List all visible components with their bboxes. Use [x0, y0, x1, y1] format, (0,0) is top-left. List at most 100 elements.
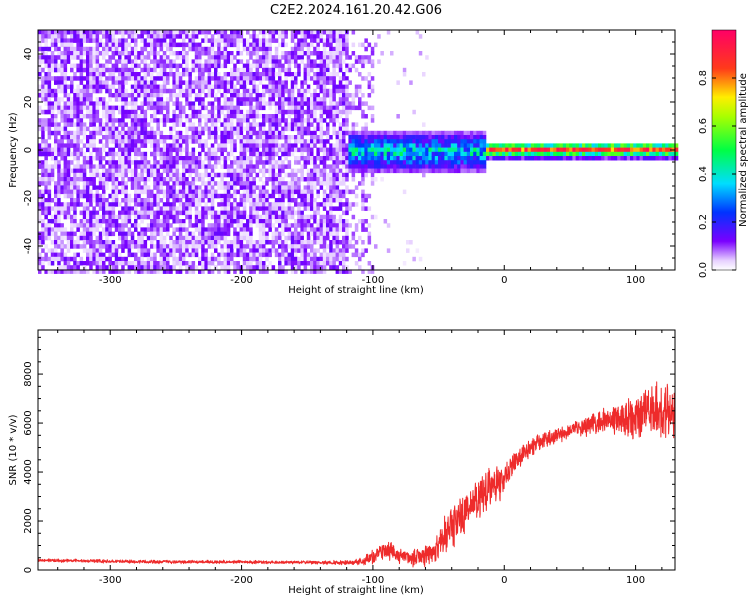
- spectrogram-cell: [143, 118, 148, 123]
- spectrogram-cell: [140, 84, 144, 90]
- spectrogram-cell: [239, 126, 244, 132]
- spectrogram-cell: [89, 256, 93, 262]
- spectrogram-cell: [162, 219, 167, 224]
- spectrogram-cell: [175, 55, 180, 60]
- spectrogram-cell: [156, 227, 160, 232]
- spectrogram-cell: [220, 51, 224, 56]
- spectrogram-cell: [332, 30, 336, 35]
- spectrogram-cell: [86, 252, 90, 258]
- spectrogram-cell: [70, 219, 74, 224]
- spectrogram-cell: [102, 147, 106, 153]
- spectrogram-cell: [226, 240, 231, 245]
- spectrogram-cell: [79, 231, 84, 237]
- spectrogram-cell: [134, 109, 138, 115]
- spectrogram-cell: [223, 160, 228, 165]
- spectrogram-cell: [70, 235, 74, 241]
- spectrogram-cell: [332, 34, 336, 39]
- spectrogram-cell: [348, 147, 352, 153]
- spectrogram-cell: [76, 269, 80, 274]
- spectrogram-cell: [249, 177, 253, 182]
- spectrogram-cell: [185, 139, 189, 144]
- spectrogram-cell: [121, 214, 125, 220]
- spectrogram-cell: [178, 206, 183, 211]
- spectrogram-cell: [114, 219, 119, 224]
- spectrogram-cell: [236, 231, 240, 237]
- spectrogram-cell: [124, 72, 128, 77]
- spectrogram-cell: [258, 244, 263, 249]
- spectrogram-cell: [162, 151, 167, 157]
- spectrogram-cell: [294, 231, 298, 237]
- spectrogram-cell: [204, 80, 208, 85]
- spectrogram-cell: [246, 269, 250, 274]
- spectrogram-cell: [297, 261, 301, 266]
- spectrogram-cell: [409, 151, 413, 157]
- spectrogram-cell: [47, 105, 52, 111]
- spectrogram-cell: [210, 193, 215, 199]
- spectrogram-cell: [249, 114, 253, 119]
- spectrogram-cell: [130, 34, 135, 39]
- spectrogram-cell: [70, 160, 74, 165]
- spectrogram-cell: [47, 210, 52, 216]
- spectrogram-cell: [169, 38, 173, 43]
- spectrogram-cell: [210, 34, 215, 39]
- spectrogram-cell: [86, 181, 90, 186]
- spectrogram-cell: [367, 235, 372, 241]
- spectrogram-cell: [396, 114, 400, 119]
- spectrogram-cell: [338, 101, 343, 106]
- spectrogram-cell: [111, 210, 116, 216]
- spectrogram-cell: [159, 227, 164, 232]
- spectrogram-cell: [332, 122, 336, 127]
- spectrogram-cell: [239, 34, 244, 39]
- spectrogram-cell: [82, 172, 87, 178]
- spectrogram-cell: [354, 93, 359, 98]
- spectrogram-cell: [313, 130, 317, 136]
- spectrogram-cell: [338, 261, 343, 266]
- spectrogram-cell: [332, 219, 336, 224]
- spectrogram-cell: [92, 30, 96, 35]
- spectrogram-cell: [92, 122, 96, 127]
- spectrogram-cell: [342, 118, 346, 123]
- spectrogram-cell: [268, 30, 272, 35]
- spectrogram-cell: [393, 147, 397, 153]
- spectrogram-cell: [329, 59, 333, 64]
- spectrogram-cell: [316, 76, 320, 81]
- spectrogram-cell: [303, 156, 308, 161]
- spectrogram-cell: [303, 118, 308, 123]
- spectrogram-cell: [441, 143, 445, 148]
- spectrogram-cell: [242, 156, 247, 161]
- spectrogram-cell: [124, 55, 128, 60]
- spectrogram-cell: [162, 38, 167, 43]
- spectrogram-cell: [73, 135, 77, 140]
- spectrogram-cell: [191, 46, 196, 52]
- spectrogram-cell: [271, 143, 276, 148]
- spectrogram-cell: [316, 151, 320, 157]
- spectrogram-cell: [204, 38, 208, 43]
- spectrogram-cell: [66, 147, 71, 153]
- spectrogram-cell: [182, 168, 186, 174]
- spectrogram-cell: [319, 143, 324, 148]
- spectrogram-cell: [326, 34, 330, 39]
- spectrogram-cell: [338, 223, 343, 228]
- spectrogram-cell: [361, 202, 365, 207]
- spectrogram-cell: [50, 269, 55, 274]
- spectrogram-cell: [114, 63, 119, 69]
- spectrogram-cell: [137, 151, 141, 157]
- spectrogram-cell: [239, 118, 244, 123]
- spectrogram-cell: [63, 59, 68, 64]
- spectrogram-cell: [175, 118, 180, 123]
- spectrogram-cell: [223, 223, 228, 228]
- spectrogram-cell: [198, 76, 202, 81]
- spectrogram-cell: [92, 206, 96, 211]
- spectrogram-cell: [297, 46, 301, 52]
- spectrogram-cell: [210, 269, 215, 274]
- spectrogram-cell: [89, 172, 93, 178]
- spectrogram-cell: [313, 114, 317, 119]
- spectrogram-cell: [82, 135, 87, 140]
- spectrogram-cell: [127, 177, 132, 182]
- spectrogram-cell: [335, 160, 340, 165]
- spectrogram-cell: [226, 223, 231, 228]
- spectrogram-cell: [306, 130, 311, 136]
- spectrogram-cell: [95, 265, 100, 270]
- spectrogram-cell: [89, 252, 93, 258]
- spectrogram-cell: [252, 181, 256, 186]
